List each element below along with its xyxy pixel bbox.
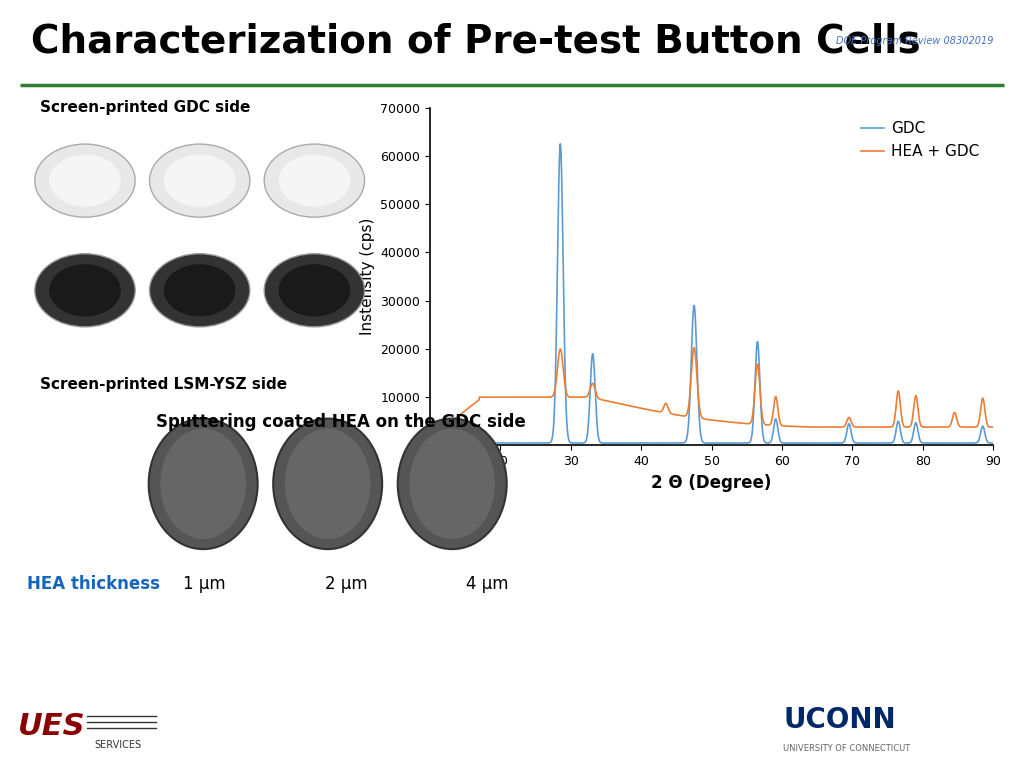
- Text: 1 μm: 1 μm: [183, 574, 226, 593]
- Ellipse shape: [410, 429, 495, 539]
- Circle shape: [279, 264, 350, 316]
- Text: Screen-printed GDC side: Screen-printed GDC side: [40, 100, 250, 115]
- X-axis label: 2 Θ (Degree): 2 Θ (Degree): [651, 474, 772, 492]
- Text: 2 μm: 2 μm: [325, 574, 368, 593]
- Ellipse shape: [148, 419, 258, 549]
- GDC: [971, 438, 983, 447]
- HEA + GDC: [453, 411, 465, 420]
- Text: UCONN: UCONN: [783, 707, 896, 734]
- Text: Sputtering coated HEA on the GDC side: Sputtering coated HEA on the GDC side: [156, 413, 525, 432]
- Circle shape: [279, 154, 350, 207]
- Legend: GDC, HEA + GDC: GDC, HEA + GDC: [855, 115, 986, 165]
- Line: GDC: GDC: [430, 144, 993, 443]
- GDC: [683, 406, 695, 415]
- GDC: [698, 439, 711, 448]
- Text: DOE Program Review 08302019: DOE Program Review 08302019: [836, 36, 993, 47]
- Circle shape: [35, 253, 135, 327]
- Circle shape: [49, 264, 121, 316]
- Text: UNIVERSITY OF CONNECTICUT: UNIVERSITY OF CONNECTICUT: [783, 743, 910, 753]
- Circle shape: [35, 144, 135, 217]
- Line: HEA + GDC: HEA + GDC: [430, 348, 993, 427]
- GDC: [554, 139, 566, 148]
- Circle shape: [150, 144, 250, 217]
- GDC: [424, 439, 436, 448]
- HEA + GDC: [971, 422, 983, 431]
- Circle shape: [164, 264, 236, 316]
- Ellipse shape: [161, 429, 246, 539]
- GDC: [971, 438, 983, 447]
- Circle shape: [150, 253, 250, 327]
- Text: Screen-printed LSM-YSZ side: Screen-printed LSM-YSZ side: [40, 376, 287, 392]
- HEA + GDC: [683, 399, 695, 408]
- Text: 4 μm: 4 μm: [466, 574, 509, 593]
- HEA + GDC: [867, 422, 880, 432]
- HEA + GDC: [971, 422, 983, 431]
- GDC: [987, 439, 999, 448]
- HEA + GDC: [698, 414, 711, 423]
- Text: SERVICES: SERVICES: [94, 740, 142, 750]
- Circle shape: [49, 154, 121, 207]
- Ellipse shape: [285, 429, 371, 539]
- HEA + GDC: [987, 422, 999, 432]
- Text: UES: UES: [18, 712, 86, 741]
- GDC: [867, 439, 880, 448]
- HEA + GDC: [424, 422, 436, 432]
- Circle shape: [164, 154, 236, 207]
- Ellipse shape: [397, 419, 507, 549]
- Y-axis label: Instensity (cps): Instensity (cps): [359, 218, 375, 335]
- Text: Characterization of Pre-test Button Cells: Characterization of Pre-test Button Cell…: [31, 22, 921, 61]
- Circle shape: [264, 144, 365, 217]
- HEA + GDC: [688, 343, 700, 353]
- Ellipse shape: [273, 419, 382, 549]
- GDC: [453, 439, 465, 448]
- Circle shape: [264, 253, 365, 327]
- Text: HEA thickness: HEA thickness: [27, 574, 160, 593]
